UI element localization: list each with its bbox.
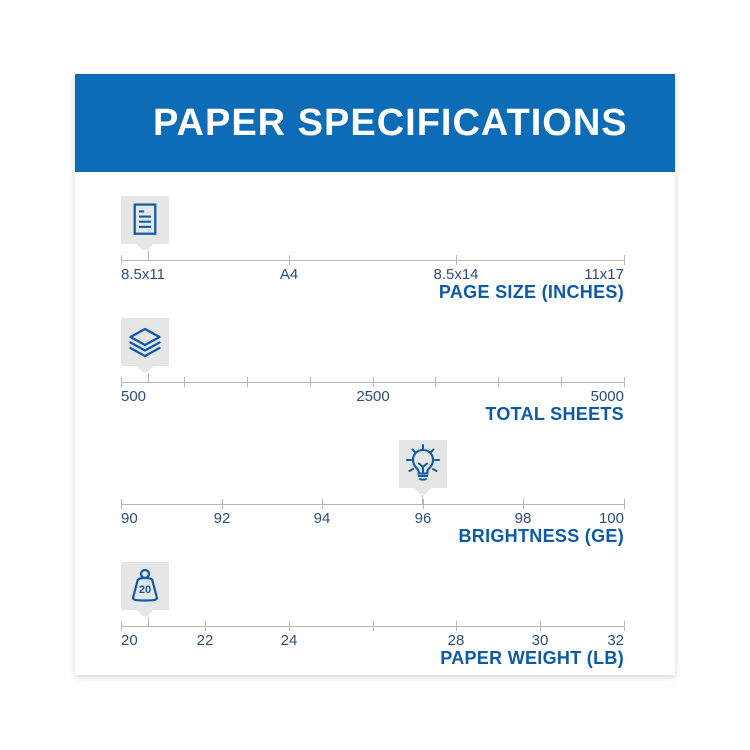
svg-text:20: 20 bbox=[139, 584, 151, 596]
